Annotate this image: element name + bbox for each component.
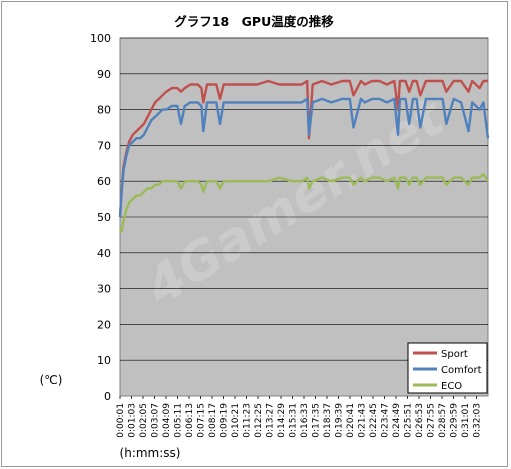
x-tick-label: 0:25:51 bbox=[404, 403, 414, 438]
x-axis-label: (h:mm:ss) bbox=[120, 446, 181, 460]
x-tick-label: 0:14:29 bbox=[277, 403, 287, 438]
x-tick-label: 0:05:11 bbox=[174, 403, 184, 438]
y-axis-label: (℃) bbox=[40, 373, 63, 387]
x-tick-label: 0:09:19 bbox=[220, 403, 230, 438]
y-tick-label: 90 bbox=[97, 68, 111, 81]
series-line-eco bbox=[118, 172, 490, 233]
x-tick-label: 0:22:45 bbox=[369, 403, 379, 438]
x-tick-label: 0:16:33 bbox=[300, 403, 310, 438]
x-tick-label: 0:04:09 bbox=[162, 403, 172, 438]
x-axis-ticks: 0:00:01 0:01:03 0:02:05 0:03:07 0:04:09 0:05:… bbox=[116, 396, 483, 438]
series-line-sport bbox=[118, 79, 488, 218]
y-tick-label: 30 bbox=[97, 283, 111, 296]
y-tick-label: 70 bbox=[97, 139, 111, 152]
gridlines bbox=[120, 37, 488, 361]
x-tick-label: 0:08:17 bbox=[208, 403, 218, 438]
x-tick-label: 0:27:55 bbox=[427, 403, 437, 438]
x-tick-label: 0:12:25 bbox=[254, 403, 264, 438]
x-tick-label: 0:23:47 bbox=[381, 403, 391, 438]
x-tick-label: 0:03:07 bbox=[151, 403, 161, 438]
x-tick-label: 0:11:23 bbox=[243, 403, 253, 438]
x-tick-label: 0:24:49 bbox=[392, 403, 402, 438]
x-tick-label: 0:13:27 bbox=[266, 403, 276, 438]
x-tick-label: 0:07:15 bbox=[197, 403, 207, 438]
y-tick-label: 10 bbox=[97, 354, 111, 367]
x-tick-label: 0:31:01 bbox=[461, 403, 471, 438]
x-tick-label: 0:28:57 bbox=[438, 403, 448, 438]
series-line-comfort bbox=[118, 97, 490, 218]
x-tick-label: 0:20:41 bbox=[346, 403, 356, 438]
x-tick-label: 0:15:31 bbox=[289, 403, 299, 438]
chart-title: グラフ18 GPU温度の推移 bbox=[174, 14, 334, 29]
x-tick-label: 0:29:59 bbox=[450, 403, 460, 438]
x-tick-label: 0:10:21 bbox=[231, 403, 241, 438]
y-tick-label: 40 bbox=[97, 247, 111, 260]
y-tick-label: 0 bbox=[104, 390, 111, 403]
legend-label: Comfort bbox=[441, 365, 482, 376]
y-tick-label: 60 bbox=[97, 175, 111, 188]
x-tick-label: 0:18:37 bbox=[323, 403, 333, 438]
x-tick-label: 0:19:39 bbox=[335, 403, 345, 438]
x-tick-label: 0:02:05 bbox=[139, 403, 149, 438]
x-tick-label: 0:17:35 bbox=[312, 403, 322, 438]
x-tick-label: 0:26:53 bbox=[415, 403, 425, 438]
x-tick-label: 0:32:03 bbox=[473, 403, 483, 438]
y-tick-label: 20 bbox=[97, 318, 111, 331]
legend-label: ECO bbox=[441, 381, 462, 392]
y-tick-label: 50 bbox=[97, 211, 111, 224]
y-axis-ticks: 0 10 20 30 40 50 60 70 80 90 100 bbox=[90, 32, 111, 403]
legend-label: Sport bbox=[441, 349, 468, 360]
y-tick-label: 100 bbox=[90, 32, 111, 45]
x-tick-label: 0:06:13 bbox=[185, 403, 195, 438]
x-tick-label: 0:21:43 bbox=[358, 403, 368, 438]
y-tick-label: 80 bbox=[97, 104, 111, 117]
x-tick-label: 0:00:01 bbox=[116, 403, 126, 438]
x-tick-label: 0:01:03 bbox=[128, 403, 138, 438]
legend: Sport Comfort ECO bbox=[407, 342, 488, 394]
series-lines bbox=[118, 79, 490, 233]
